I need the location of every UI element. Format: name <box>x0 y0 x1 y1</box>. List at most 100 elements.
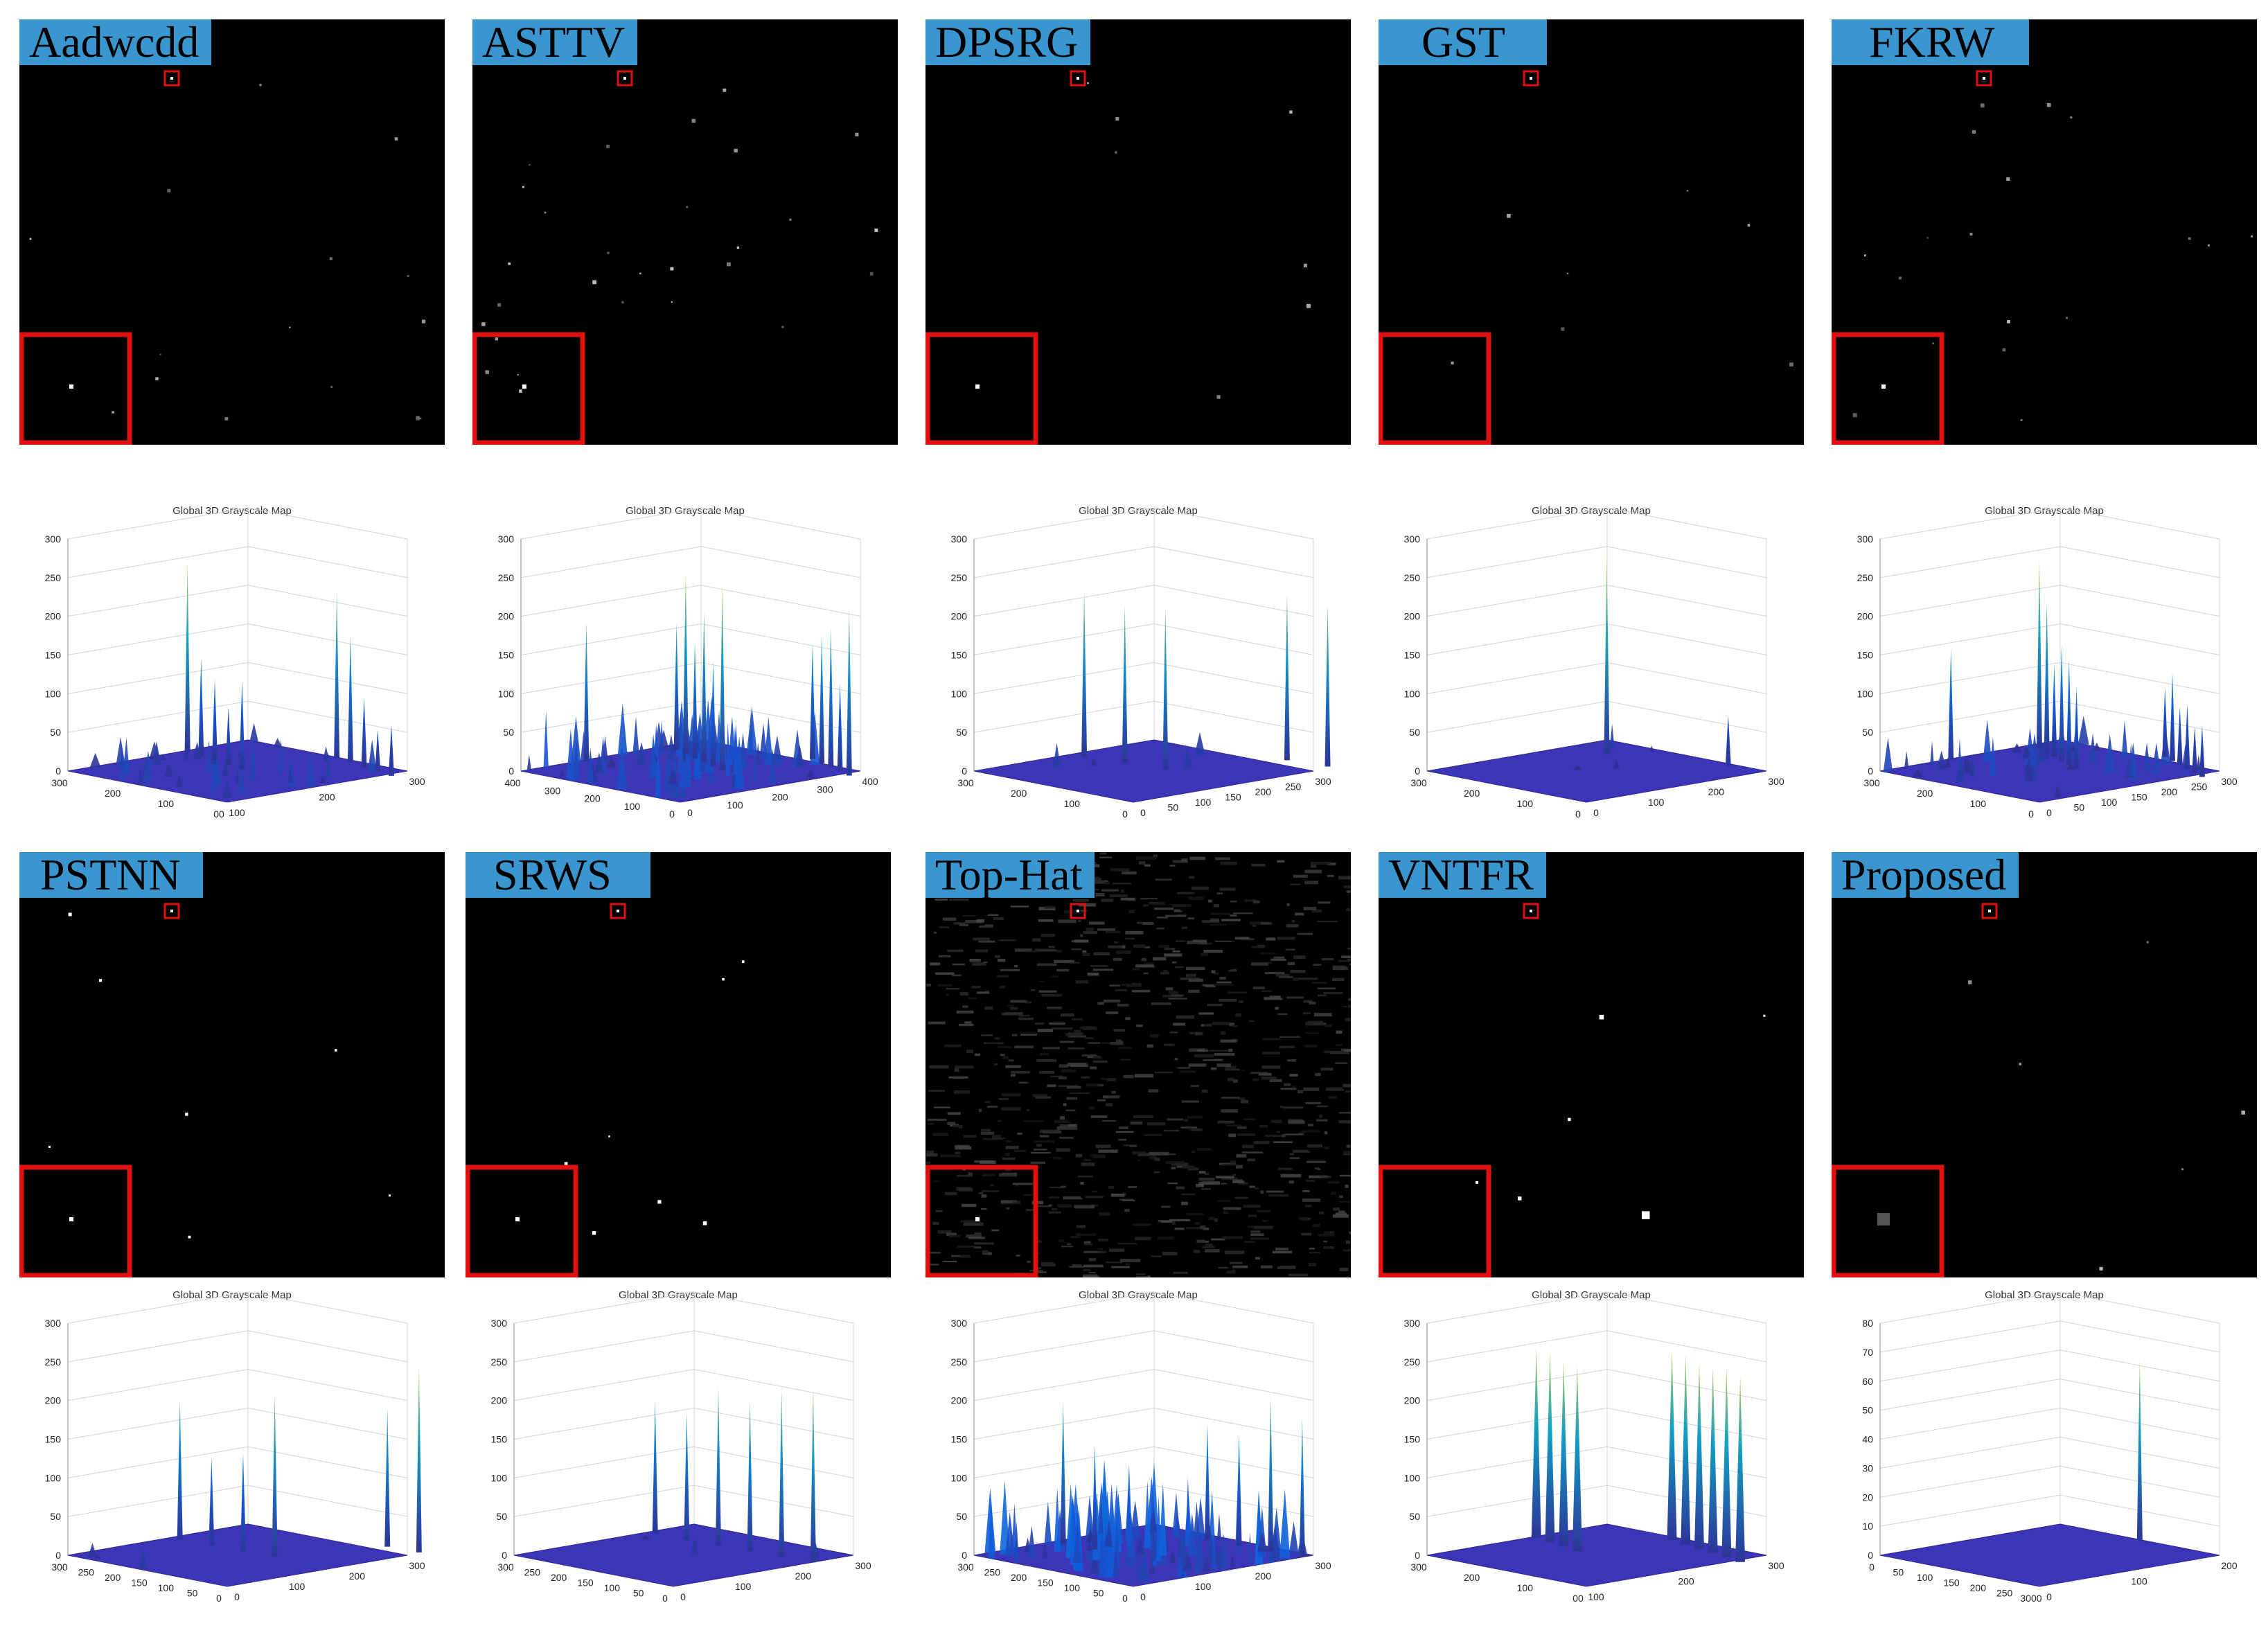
z-tick-label: 250 <box>498 572 515 583</box>
grayscale-3d-plot: Global 3D Grayscale Map 0 50 100 150 200 250 30… <box>466 1282 891 1628</box>
noise-spike <box>1142 1547 1148 1578</box>
peak-spike <box>1299 1417 1305 1557</box>
x-tick-label: 300 <box>1863 777 1880 788</box>
noise-spike <box>1087 1539 1092 1551</box>
z-tick-label: 100 <box>45 688 62 699</box>
target-marker-box <box>163 903 180 919</box>
z-tick-label: 150 <box>1857 650 1874 661</box>
peak-spike <box>212 679 218 761</box>
x-tick-label: 100 <box>1917 1572 1933 1583</box>
z-tick-label: 150 <box>951 1434 968 1445</box>
z-tick-label: 40 <box>1862 1434 1873 1445</box>
y-tick-label: 100 <box>735 1581 752 1592</box>
detection-result-image: Aadwcdd <box>19 19 445 445</box>
scene-render <box>1379 70 1793 445</box>
plot-canvas: Global 3D Grayscale Map 0 50 100 150 200 250 30… <box>951 505 1331 820</box>
z-tick-label: 100 <box>951 688 968 699</box>
peak-spike <box>334 591 340 759</box>
noise-spike <box>2066 762 2075 770</box>
peak-spike <box>1721 1367 1732 1558</box>
peak-spike <box>810 1388 816 1563</box>
peak-spike <box>701 611 707 763</box>
noise-spike <box>632 716 639 755</box>
noise-spike <box>1990 736 1996 777</box>
scene-render <box>472 70 878 445</box>
plot-title: Global 3D Grayscale Map <box>626 505 745 517</box>
x-tick-label: 150 <box>1037 1577 1054 1589</box>
peak-spike <box>239 681 245 770</box>
y-tick-label: 0 <box>2046 807 2052 818</box>
z-tick-label: 250 <box>1404 1356 1421 1368</box>
scene-render <box>19 903 391 1277</box>
y-tick-label: 200 <box>1678 1576 1694 1587</box>
noise-spike <box>1105 1519 1115 1578</box>
peak-spike <box>2073 687 2080 769</box>
zoom-inset-box <box>925 332 1038 445</box>
z-tick-label: 150 <box>45 650 62 661</box>
noise-spike <box>222 759 230 777</box>
noise-spike <box>1272 1532 1280 1560</box>
x-tick-label: 0 <box>1122 808 1128 820</box>
x-tick-label: 200 <box>584 793 601 804</box>
zoom-inset-box <box>1832 1165 1944 1277</box>
x-tick-label: 0 <box>669 808 675 820</box>
z-tick-label: 150 <box>951 650 968 661</box>
noise-spike <box>725 722 730 777</box>
x-tick-label: 200 <box>105 1572 121 1583</box>
z-tick-label: 60 <box>1862 1376 1873 1387</box>
noise-spike <box>572 738 581 779</box>
noise-spike <box>2036 738 2046 763</box>
noise-spike <box>659 720 664 755</box>
y-tick-label: 300 <box>1315 776 1331 787</box>
z-tick-label: 20 <box>1862 1492 1873 1503</box>
noise-spike <box>1027 1525 1036 1559</box>
x-tick-label: 0 <box>216 1593 222 1604</box>
noise-spike <box>89 752 101 768</box>
plot-title: Global 3D Grayscale Map <box>172 505 292 517</box>
z-tick-label: 10 <box>1862 1521 1873 1532</box>
noise-spike <box>1111 1485 1122 1552</box>
noise-spike <box>640 1535 651 1540</box>
target-marker-box <box>163 70 180 87</box>
noise-spike <box>1212 1524 1216 1569</box>
y-tick-label: 0 <box>1140 807 1146 818</box>
x-tick-label: 300 <box>497 1561 514 1573</box>
scene-render <box>1832 70 2253 445</box>
z-tick-label: 50 <box>1409 727 1420 738</box>
peak-spike <box>225 707 231 766</box>
z-tick-label: 200 <box>1404 611 1421 622</box>
noise-spike <box>139 1548 148 1569</box>
noise-spike <box>605 757 617 768</box>
noise-spike <box>2093 742 2101 751</box>
peak-spike <box>2192 726 2198 773</box>
noise-spike <box>160 754 166 761</box>
noise-spike <box>2128 743 2134 777</box>
plot-canvas: Global 3D Grayscale Map 0 50 100 150 200 250 30… <box>45 1289 425 1604</box>
y-tick-label: 150 <box>1225 792 1241 803</box>
noise-spike <box>1000 1480 1010 1555</box>
x-tick-label: 400 <box>504 777 521 788</box>
peak-spike <box>384 1407 391 1547</box>
peak-spike <box>2044 601 2050 753</box>
x-tick-label: 250 <box>984 1567 1001 1578</box>
y-tick-label: 100 <box>289 1581 305 1592</box>
method-label: GST <box>1379 19 1547 65</box>
x-tick-label: 100 <box>1064 798 1081 809</box>
surface-floor <box>973 739 1314 803</box>
z-tick-label: 50 <box>1862 1405 1873 1416</box>
z-tick-label: 200 <box>1404 1395 1421 1406</box>
noise-spike <box>543 710 549 768</box>
peak-spike <box>388 725 394 776</box>
grayscale-3d-plot: Global 3D Grayscale Map 0 50 100 150 200 250 30… <box>472 497 898 844</box>
y-tick-label: 100 <box>1195 1581 1212 1592</box>
x-tick-label: 100 <box>604 1582 621 1593</box>
detection-result-image: SRWS <box>466 852 891 1277</box>
peak-spike <box>719 585 725 771</box>
z-tick-label: 250 <box>1404 572 1421 583</box>
z-tick-label: 250 <box>951 1356 968 1368</box>
noise-spike <box>1649 745 1654 752</box>
x-tick-label: 300 <box>544 785 561 796</box>
noise-spike <box>768 748 777 784</box>
noise-spike <box>1178 1531 1183 1557</box>
peak-spike <box>809 643 815 759</box>
